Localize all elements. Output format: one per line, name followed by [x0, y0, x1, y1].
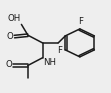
Text: O: O: [5, 60, 12, 69]
Text: O: O: [7, 32, 13, 41]
Text: F: F: [78, 17, 83, 26]
Text: OH: OH: [8, 15, 21, 24]
Text: F: F: [58, 46, 63, 55]
Text: NH: NH: [44, 58, 57, 67]
